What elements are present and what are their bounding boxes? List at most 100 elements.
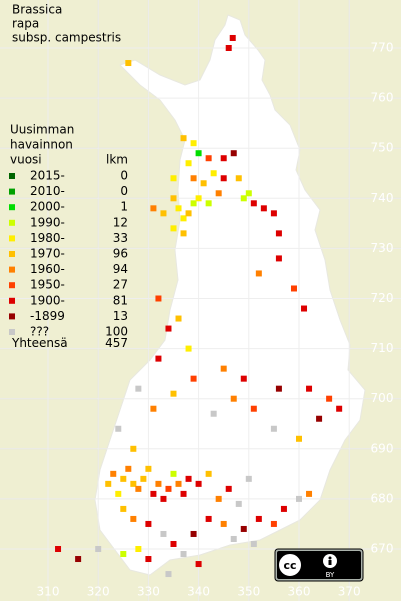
legend-label: -1899 (30, 309, 65, 323)
easting-label: 310 (37, 585, 60, 599)
northing-label: 710 (371, 341, 394, 355)
observation-square (180, 551, 187, 558)
observation-square (180, 490, 187, 497)
observation-square (130, 515, 137, 522)
observation-square (316, 415, 323, 422)
labels: Brassica rapa subsp. campestris Uusimman… (9, 3, 393, 599)
observation-square (275, 385, 282, 392)
title-line: rapa (12, 17, 39, 31)
observation-square (110, 470, 117, 477)
legend-swatch (9, 235, 15, 242)
easting-label: 330 (137, 585, 160, 599)
observation-square (160, 495, 167, 502)
legend-swatch (9, 173, 15, 179)
legend-label: 1950- (30, 278, 65, 292)
easting-label: 340 (187, 585, 210, 599)
observation-square (215, 190, 222, 197)
legend-count: 94 (113, 262, 128, 276)
observation-square (155, 480, 162, 487)
observation-square (195, 480, 202, 487)
legend-count: 0 (120, 169, 128, 183)
legend-count: 96 (113, 247, 128, 261)
observation-square (240, 195, 247, 202)
legend-count: 12 (113, 215, 128, 229)
legend-swatch (9, 313, 15, 320)
observation-square (336, 405, 343, 412)
observation-square (245, 190, 252, 197)
observation-square (165, 485, 172, 492)
observation-square (255, 270, 262, 277)
observation-square (155, 355, 162, 362)
observation-square (195, 561, 202, 568)
observation-square (240, 375, 247, 382)
legend-label: 1980- (30, 231, 65, 245)
observation-square (195, 150, 202, 157)
legend-swatch (9, 266, 15, 273)
license-badge: cc BY (274, 548, 364, 582)
observation-square (170, 195, 177, 202)
observation-square (230, 150, 237, 157)
observation-square (135, 485, 142, 492)
observation-square (326, 395, 333, 402)
easting-label: 370 (338, 585, 361, 599)
observation-square (115, 425, 122, 432)
observation-square (180, 215, 187, 222)
observation-square (145, 556, 152, 563)
observation-square (95, 546, 102, 552)
observation-square (225, 485, 232, 492)
northing-label: 680 (371, 491, 394, 505)
observation-square (165, 325, 172, 332)
legend-count: 13 (113, 309, 128, 323)
northing-label: 700 (371, 391, 394, 405)
observation-square (125, 60, 132, 67)
observation-square (250, 405, 257, 412)
observation-square (180, 135, 187, 142)
easting-label: 320 (87, 585, 110, 599)
legend-total-label: Yhteensä (11, 336, 68, 350)
legend-swatch (9, 204, 15, 211)
observation-square (170, 540, 177, 547)
observation-square (160, 210, 167, 217)
observation-square (306, 385, 313, 392)
observation-square (215, 495, 222, 502)
observation-square (105, 480, 112, 487)
legend-header: havainnon (10, 138, 73, 152)
observation-square (180, 230, 187, 237)
legend-swatch (9, 219, 15, 226)
legend-header: vuosi (10, 153, 42, 167)
observation-square (220, 365, 227, 372)
observation-square (270, 520, 277, 527)
observation-square (275, 255, 282, 262)
observation-square (145, 465, 152, 472)
legend-header: lkm (106, 153, 128, 167)
legend-label: 2000- (30, 200, 65, 214)
legend-label: ??? (30, 325, 49, 339)
northing-label: 750 (371, 141, 394, 155)
observation-square (190, 140, 197, 147)
legend-count: 100 (105, 325, 128, 339)
legend-label: 2010- (30, 184, 65, 198)
observation-square (260, 205, 267, 212)
observation-square (270, 425, 277, 432)
northing-label: 770 (371, 41, 394, 55)
observation-square (306, 490, 313, 497)
observation-square (120, 551, 127, 558)
observation-square (185, 345, 192, 352)
legend-swatch (9, 297, 15, 304)
observation-square (210, 410, 217, 417)
observation-square (190, 175, 197, 182)
observation-square (296, 495, 302, 502)
legend-header: Uusimman (10, 123, 74, 137)
easting-label: 350 (237, 585, 260, 599)
observation-square (165, 571, 172, 578)
observation-square (296, 435, 302, 442)
legend-label: 1970- (30, 247, 65, 261)
observation-square (250, 200, 257, 207)
legend-swatch (9, 188, 15, 195)
observation-square (170, 175, 177, 182)
observation-square (185, 210, 192, 217)
observation-square (195, 195, 202, 202)
observation-square (175, 315, 182, 322)
license-cc: cc (283, 559, 296, 572)
